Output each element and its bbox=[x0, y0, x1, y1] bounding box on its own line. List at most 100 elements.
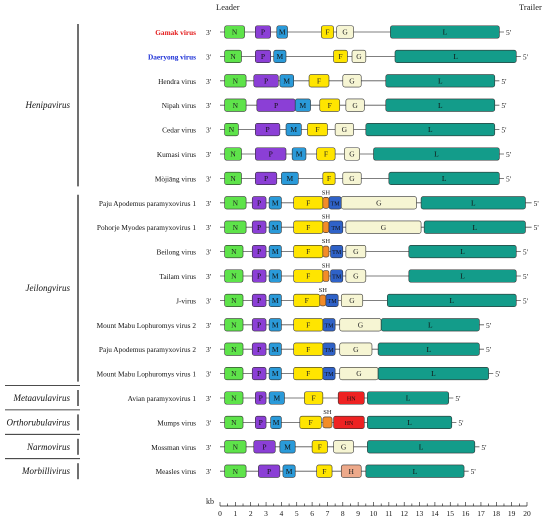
gene-m-block: M bbox=[279, 440, 296, 454]
gene-m-block: M bbox=[268, 391, 285, 405]
gene-n-block: N bbox=[224, 440, 247, 454]
scale-unit-label: kb bbox=[206, 497, 214, 506]
genus-group: Orthorubulavirus bbox=[6, 414, 79, 431]
gene-label: TM bbox=[324, 323, 334, 329]
leader-label: Leader bbox=[216, 2, 240, 12]
gene-label: SH bbox=[322, 214, 331, 221]
gene-label: M bbox=[283, 76, 290, 85]
gene-label: L bbox=[438, 76, 443, 85]
gene-label: L bbox=[413, 467, 418, 476]
virus-name: Cedar virus bbox=[162, 126, 196, 135]
gene-label: G bbox=[358, 320, 364, 329]
gene-g-block: G bbox=[336, 25, 354, 39]
gene-label: SH bbox=[322, 189, 331, 196]
gene-label: G bbox=[342, 28, 348, 37]
five-prime-end-label: 5' bbox=[534, 223, 540, 232]
gene-label: N bbox=[231, 418, 237, 427]
virus-name: Daeryong virus bbox=[148, 52, 196, 61]
virus-row: Mossman virus 3' 5' N P M F G L bbox=[151, 440, 487, 454]
virus-name: Avian paramyxovirus 1 bbox=[128, 394, 197, 403]
scale-tick-label: 12 bbox=[400, 509, 408, 518]
gene-label: F bbox=[306, 272, 310, 281]
gene-label: M bbox=[286, 467, 293, 476]
three-prime-end-label: 3' bbox=[206, 248, 212, 257]
gene-n-block: N bbox=[224, 49, 242, 63]
gene-label: F bbox=[338, 52, 342, 61]
gene-g-block: G bbox=[339, 342, 373, 356]
three-prime-end-label: 3' bbox=[206, 28, 212, 37]
gene-n-block: N bbox=[224, 245, 244, 259]
gene-g-block: G bbox=[340, 293, 364, 307]
gene-label: F bbox=[312, 394, 316, 403]
gene-label: L bbox=[428, 125, 433, 134]
three-prime-end-label: 3' bbox=[206, 272, 212, 281]
five-prime-end-label: 5' bbox=[506, 150, 512, 159]
gene-label: H bbox=[349, 467, 355, 476]
gene-label: M bbox=[272, 223, 279, 232]
gene-label: P bbox=[257, 369, 261, 378]
gene-label: P bbox=[257, 247, 261, 256]
gene-label: M bbox=[279, 28, 286, 37]
gene-label: N bbox=[231, 345, 237, 354]
virus-name: Mòjiāng virus bbox=[155, 174, 196, 183]
scale-tick-label: 3 bbox=[264, 509, 268, 518]
gene-m-block: M bbox=[273, 49, 287, 63]
gene-label: N bbox=[233, 101, 239, 110]
virus-row: Kumasi virus 3' 5' N P M F G L bbox=[157, 147, 512, 161]
gene-label: TM bbox=[324, 372, 334, 378]
gene-f-block: F bbox=[321, 25, 334, 39]
five-prime-end-label: 5' bbox=[534, 199, 540, 208]
genus-group: Jeilongvirus bbox=[26, 194, 79, 382]
virus-row: Mount Mabu Lophuromys virus 1 3' 5' N P M F TM G… bbox=[97, 367, 501, 381]
gene-m-block: M bbox=[291, 147, 307, 161]
gene-tm-block: TM bbox=[322, 342, 336, 356]
genus-group: Henipavirus bbox=[25, 24, 79, 187]
scale-tick-label: 9 bbox=[356, 509, 360, 518]
gene-label: HN bbox=[347, 397, 356, 403]
gene-l-block: L bbox=[390, 25, 500, 39]
genus-name: Metaavulavirus bbox=[13, 393, 71, 403]
three-prime-end-label: 3' bbox=[206, 77, 212, 86]
gene-label: G bbox=[352, 101, 358, 110]
gene-g-block: G bbox=[345, 98, 365, 112]
scale-tick-label: 0 bbox=[218, 509, 222, 518]
gene-f-block: F bbox=[293, 318, 324, 332]
gene-p-block: P bbox=[251, 293, 267, 307]
gene-p-block: P bbox=[251, 220, 267, 234]
scale-tick-label: 15 bbox=[447, 509, 455, 518]
gene-l-block: L bbox=[388, 171, 500, 185]
five-prime-end-label: 5' bbox=[506, 28, 512, 37]
gene-f-block: F bbox=[316, 147, 336, 161]
gene-label: TM bbox=[331, 226, 341, 232]
gene-label: P bbox=[259, 418, 263, 427]
virus-row: Avian paramyxovirus 1 3' 5' N P M F HN L bbox=[128, 391, 461, 405]
virus-name: Paju Apodemus paramyxovirus 2 bbox=[99, 345, 196, 354]
gene-p-block: P bbox=[255, 147, 287, 161]
gene-label: TM bbox=[328, 299, 338, 305]
virus-row: Cedar virus 3' 5' N P M F G L bbox=[162, 123, 507, 137]
gene-hn-block: HN bbox=[337, 391, 365, 405]
gene-label: L bbox=[473, 223, 478, 232]
five-prime-end-label: 5' bbox=[481, 443, 487, 452]
gene-f-block: F bbox=[293, 245, 324, 259]
five-prime-end-label: 5' bbox=[455, 394, 461, 403]
virus-row: Mòjiāng virus 3' 5' N P M F G L bbox=[155, 171, 512, 185]
gene-label: L bbox=[428, 320, 433, 329]
gene-l-block: L bbox=[394, 49, 517, 63]
gene-l-block: L bbox=[367, 391, 450, 405]
gene-label: L bbox=[453, 52, 458, 61]
gene-label: M bbox=[273, 394, 280, 403]
scale-tick-label: 14 bbox=[431, 509, 439, 518]
gene-p-block: P bbox=[251, 342, 267, 356]
gene-label: P bbox=[262, 442, 266, 451]
virus-name: Mount Mabu Lophuromys virus 1 bbox=[97, 370, 197, 379]
gene-f-block: F bbox=[322, 171, 336, 185]
gene-label: P bbox=[259, 394, 263, 403]
gene-p-block: P bbox=[255, 25, 271, 39]
gene-label: F bbox=[306, 223, 310, 232]
gene-label: N bbox=[231, 272, 237, 281]
gene-m-block: M bbox=[276, 25, 288, 39]
three-prime-end-label: 3' bbox=[206, 199, 212, 208]
gene-tm-block: TM bbox=[325, 293, 339, 307]
